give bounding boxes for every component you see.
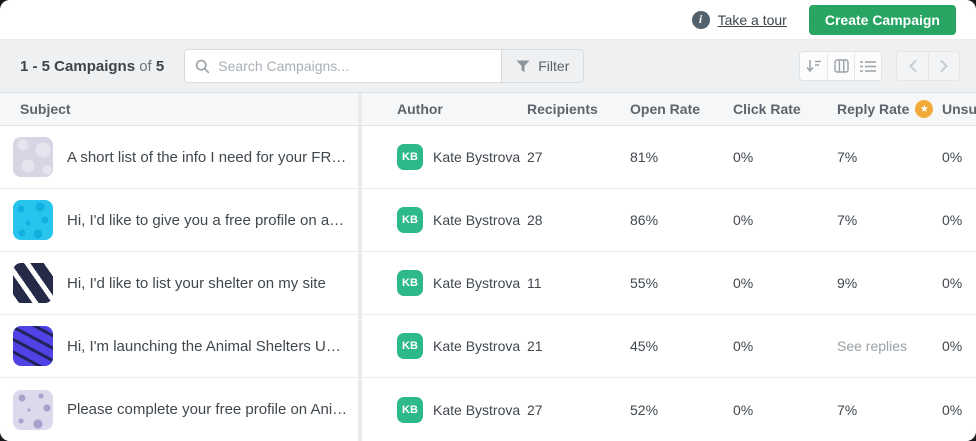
filter-label: Filter [538,58,569,74]
table-header: Subject Author Recipients Open Rate Clic… [0,93,976,126]
column-header-author: Author [362,101,527,117]
reply-rate-value: 9% [837,275,942,291]
filter-funnel-icon [516,60,530,73]
search-icon [195,59,210,74]
campaign-thumbnail [13,263,53,303]
author-name: Kate Bystrova [433,212,520,228]
reply-rate-value: 7% [837,149,942,165]
recipients-value: 21 [527,338,630,354]
toolbar: 1 - 5 Campaigns of 5 Filter [0,40,976,93]
reply-rate-value: 7% [837,212,942,228]
campaign-subject: Hi, I'd like to list your shelter on my … [67,275,326,292]
campaign-row[interactable]: Hi, I'm launching the Animal Shelters U…… [0,315,976,378]
recipients-value: 27 [527,149,630,165]
sort-button[interactable] [800,52,827,80]
author-name: Kate Bystrova [433,402,520,418]
column-header-open-rate: Open Rate [630,101,733,117]
next-page-button[interactable] [928,52,959,80]
recipients-value: 11 [527,275,630,291]
author-avatar: KB [397,270,423,296]
column-header-reply-rate: Reply Rate ★ [837,100,942,118]
unsub-value: 0% [942,338,976,354]
click-rate-value: 0% [733,338,837,354]
prev-page-button[interactable] [897,52,928,80]
campaign-row[interactable]: Hi, I'd like to list your shelter on my … [0,252,976,315]
campaign-subject: Hi, I'd like to give you a free profile … [67,212,344,229]
reply-rate-value: 7% [837,402,942,418]
reply-rate-star-icon: ★ [915,100,933,118]
author-name: Kate Bystrova [433,275,520,291]
take-a-tour-label: Take a tour [718,12,787,28]
click-rate-value: 0% [733,212,837,228]
pager-group [896,51,960,81]
column-header-unsub: Unsub [942,101,976,117]
campaign-subject: A short list of the info I need for your… [67,149,346,166]
topbar: i Take a tour Create Campaign [0,0,976,40]
column-view-button[interactable] [827,52,854,80]
campaign-thumbnail [13,137,53,177]
open-rate-value: 45% [630,338,733,354]
view-options-group [799,51,882,81]
campaign-subject: Hi, I'm launching the Animal Shelters U… [67,338,341,355]
info-icon: i [692,11,710,29]
author-name: Kate Bystrova [433,338,520,354]
unsub-value: 0% [942,212,976,228]
column-header-click-rate: Click Rate [733,101,837,117]
column-header-recipients: Recipients [527,101,630,117]
campaign-subject: Please complete your free profile on Ani… [67,401,346,418]
unsub-value: 0% [942,402,976,418]
filter-button[interactable]: Filter [502,49,584,83]
campaign-count: 1 - 5 Campaigns of 5 [20,58,164,75]
click-rate-value: 0% [733,275,837,291]
search-input[interactable] [218,58,491,74]
create-campaign-button[interactable]: Create Campaign [809,5,956,35]
campaign-row[interactable]: Hi, I'd like to give you a free profile … [0,189,976,252]
campaign-thumbnail [13,326,53,366]
click-rate-value: 0% [733,402,837,418]
campaign-thumbnail [13,200,53,240]
recipients-value: 28 [527,212,630,228]
author-avatar: KB [397,207,423,233]
open-rate-value: 55% [630,275,733,291]
list-view-button[interactable] [854,52,881,80]
author-avatar: KB [397,397,423,423]
author-name: Kate Bystrova [433,149,520,165]
column-header-subject: Subject [0,93,358,125]
campaign-row[interactable]: A short list of the info I need for your… [0,126,976,189]
unsub-value: 0% [942,275,976,291]
campaigns-page: i Take a tour Create Campaign 1 - 5 Camp… [0,0,976,441]
open-rate-value: 81% [630,149,733,165]
author-avatar: KB [397,144,423,170]
search-campaigns-box [184,49,502,83]
unsub-value: 0% [942,149,976,165]
campaign-thumbnail [13,390,53,430]
open-rate-value: 86% [630,212,733,228]
recipients-value: 27 [527,402,630,418]
open-rate-value: 52% [630,402,733,418]
click-rate-value: 0% [733,149,837,165]
take-a-tour-link[interactable]: i Take a tour [692,11,787,29]
author-avatar: KB [397,333,423,359]
see-replies-link[interactable]: See replies [837,338,942,354]
campaign-row[interactable]: Please complete your free profile on Ani… [0,378,976,441]
